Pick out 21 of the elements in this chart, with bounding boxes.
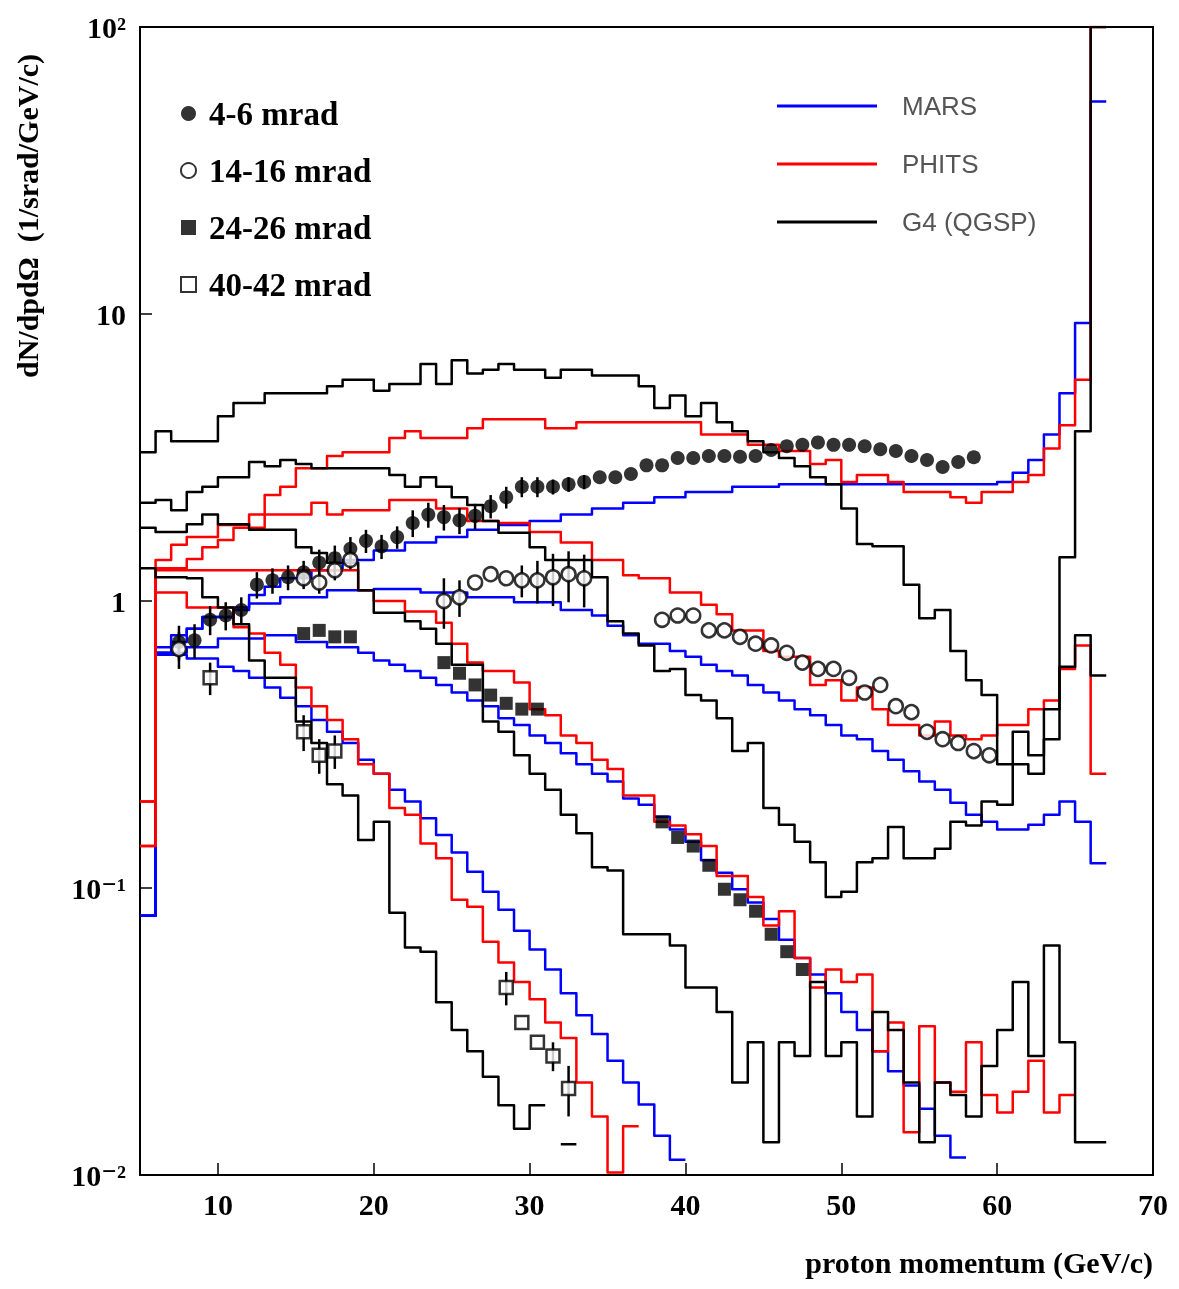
legend-label: 14-16 mrad: [209, 152, 372, 189]
x-tick-label: 70: [1138, 1187, 1168, 1221]
y-tick-label: 1: [111, 584, 126, 618]
legend-label: PHITS: [902, 149, 979, 179]
y-axis-title: dN/dpdΩ (1/srad/GeV/c): [10, 53, 45, 379]
y-tick-label: 10: [96, 297, 126, 331]
x-tick-label: 60: [982, 1187, 1013, 1221]
x-tick-label: 10: [202, 1187, 233, 1221]
y-tick-label: 10⁻²: [71, 1158, 126, 1192]
y-tick-label: 10²: [87, 10, 126, 44]
legend-label: MARS: [902, 91, 978, 121]
legend-label: 40-42 mrad: [209, 266, 372, 303]
legend-label: G4 (QGSP): [902, 207, 1037, 237]
x-tick-label: 40: [670, 1187, 701, 1221]
y-tick-label: 10⁻¹: [71, 871, 126, 905]
x-tick-label: 30: [514, 1187, 545, 1221]
x-axis-title: proton momentum (GeV/c): [805, 1245, 1153, 1280]
x-tick-label: 50: [826, 1187, 857, 1221]
legend-label: 24-26 mrad: [209, 209, 372, 246]
legend-label: 4-6 mrad: [209, 95, 339, 132]
x-tick-label: 20: [358, 1187, 389, 1221]
